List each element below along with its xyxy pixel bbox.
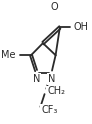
Text: CF₃: CF₃ bbox=[41, 105, 58, 115]
Text: CH₂: CH₂ bbox=[47, 86, 65, 96]
Text: N: N bbox=[33, 74, 41, 84]
Text: O: O bbox=[50, 2, 58, 12]
Text: N: N bbox=[48, 74, 55, 84]
Text: Me: Me bbox=[1, 50, 16, 60]
Text: OH: OH bbox=[73, 22, 88, 32]
